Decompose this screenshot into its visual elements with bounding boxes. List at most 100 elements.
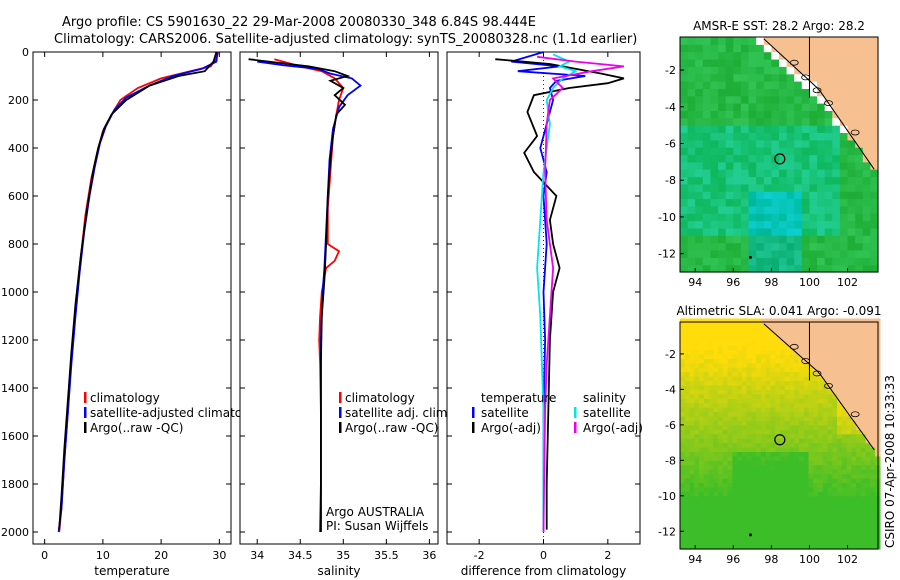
map-cell: [832, 469, 838, 475]
map-cell: [684, 491, 691, 497]
map-cell: [862, 161, 871, 170]
map-cell: [846, 393, 852, 399]
map-cell: [855, 235, 864, 244]
map-cell: [846, 416, 852, 421]
map-cell: [741, 353, 748, 359]
map-cell: [741, 322, 748, 328]
map-cell: [727, 353, 733, 359]
map-cell: [870, 353, 876, 359]
map-cell: [746, 447, 752, 452]
map-cell: [684, 340, 691, 346]
map-cell: [680, 442, 686, 448]
map-cell: [846, 469, 852, 475]
map-cell: [870, 389, 876, 395]
map-cell: [751, 371, 757, 377]
map-cell: [680, 473, 686, 479]
map-cell: [809, 198, 818, 207]
map-cell: [862, 73, 871, 82]
map-cell: [841, 442, 848, 448]
map-cell: [689, 522, 695, 528]
map-cell: [695, 125, 704, 133]
map-cell: [799, 455, 805, 461]
map-cell: [737, 491, 743, 497]
map-cell: [732, 540, 738, 546]
map-cell: [799, 540, 805, 546]
map-cell: [760, 389, 767, 395]
map-cell: [770, 362, 776, 368]
map-cell: [865, 482, 871, 488]
map-cell: [699, 469, 705, 475]
island: [824, 100, 833, 106]
map-cell: [824, 66, 833, 75]
map-cell: [818, 358, 824, 364]
map-cell: [725, 183, 734, 192]
map-cell: [865, 349, 871, 355]
map-cell: [855, 44, 864, 53]
map-cell: [708, 504, 714, 510]
map-cell: [740, 198, 750, 207]
map-cell: [786, 227, 795, 236]
map-cell: [851, 447, 857, 452]
map-cell: [794, 429, 800, 435]
map-cell: [727, 349, 733, 355]
map-cell: [827, 464, 833, 470]
map-cell: [784, 509, 791, 515]
map-cell: [786, 161, 795, 170]
map-cell: [775, 442, 781, 448]
map-cell: [803, 371, 810, 377]
map-cell: [813, 402, 819, 408]
map-cell: [699, 358, 705, 364]
map-cell: [741, 513, 748, 519]
map-y-tick-label: -12: [658, 248, 676, 261]
map-cell: [779, 132, 788, 141]
map-cell: [832, 433, 838, 439]
map-cell: [710, 205, 719, 214]
map-cell: [801, 198, 810, 207]
map-cell: [737, 482, 743, 488]
map-cell: [870, 513, 876, 519]
map-cell: [756, 103, 765, 111]
map-cell: [839, 264, 849, 273]
map-cell: [680, 513, 686, 519]
map-cell: [702, 250, 711, 258]
map-cell: [818, 491, 824, 497]
map-cell: [710, 37, 719, 45]
map-cell: [718, 526, 724, 532]
map-cell: [770, 495, 776, 501]
map-cell: [851, 504, 857, 510]
map-cell: [813, 544, 819, 550]
map-cell: [770, 420, 776, 426]
map-cell: [751, 531, 757, 537]
map-cell: [813, 327, 819, 333]
map-cell: [841, 495, 848, 501]
map-cell: [740, 103, 750, 111]
legend-entry: satellite: [481, 406, 529, 420]
map-cell: [813, 526, 819, 532]
map-cell: [684, 433, 691, 439]
map-cell: [839, 250, 849, 258]
map-cell: [784, 345, 791, 351]
map-cell: [775, 345, 781, 351]
map-cell: [737, 455, 743, 461]
map-cell: [718, 518, 724, 523]
map-cell: [824, 242, 833, 251]
map-cell: [780, 473, 786, 479]
map-cell: [775, 469, 781, 475]
map-cell: [789, 407, 795, 413]
map-cell: [703, 486, 710, 492]
map-cell: [862, 66, 871, 75]
map-cell: [725, 191, 734, 200]
map-cell: [687, 95, 696, 104]
map-cell: [794, 250, 803, 258]
map-cell: [718, 161, 727, 170]
map-cell: [756, 336, 762, 342]
map-cell: [680, 420, 686, 426]
map-cell: [794, 402, 800, 408]
map-cell: [746, 407, 752, 413]
map-cell: [856, 336, 862, 342]
annotation-text: PI: Susan Wijffels: [326, 519, 428, 533]
map-cell: [832, 535, 838, 541]
map-cell: [865, 376, 871, 382]
map-cell: [689, 429, 695, 435]
